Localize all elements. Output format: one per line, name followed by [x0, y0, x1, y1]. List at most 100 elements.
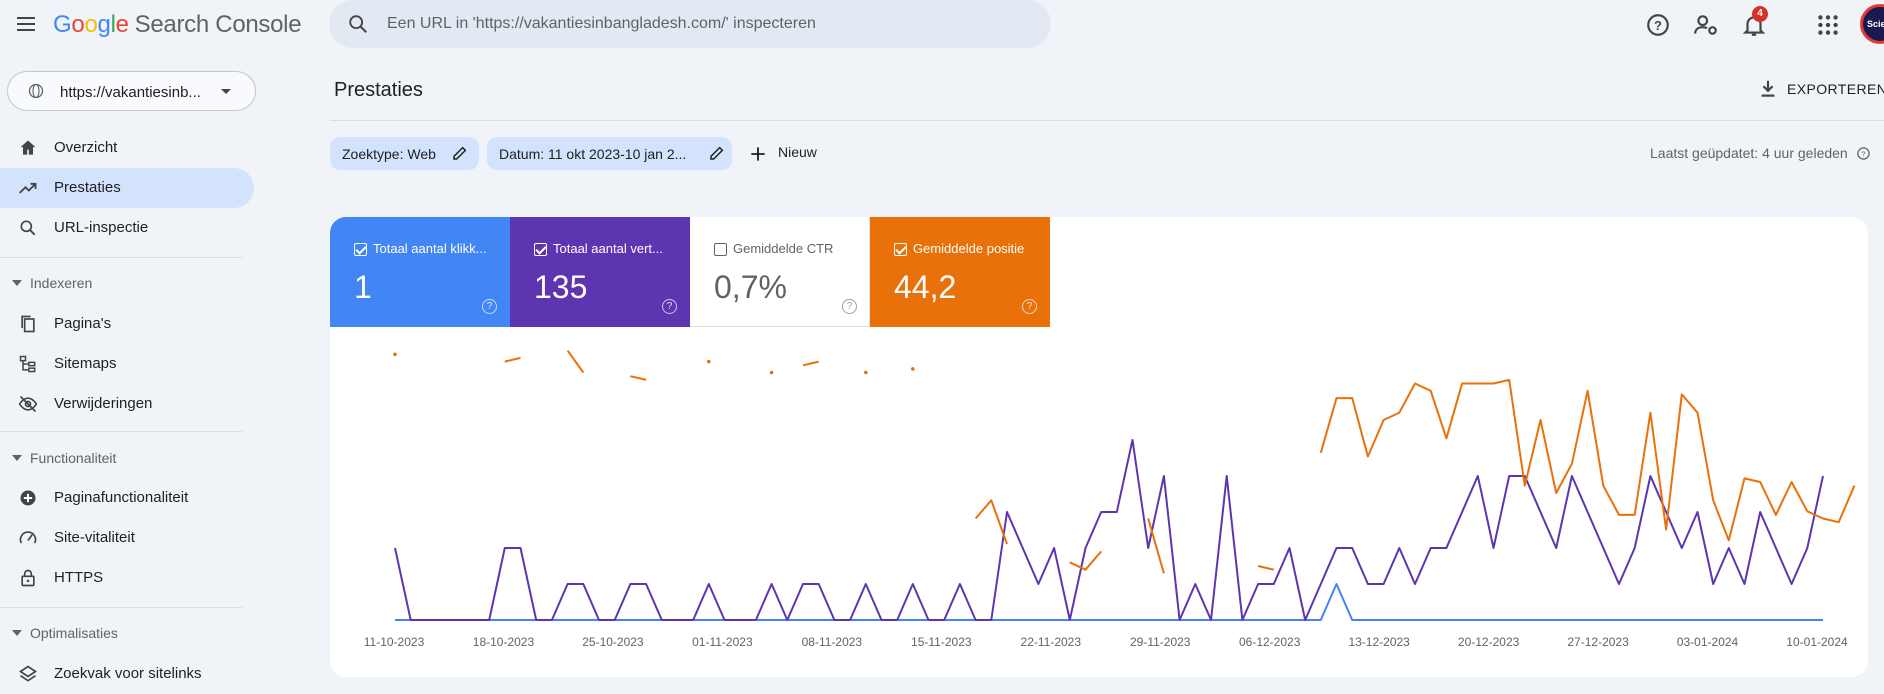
gauge-icon: [19, 531, 37, 544]
plus-icon: [751, 147, 765, 161]
app-logo[interactable]: Google Search Console: [53, 11, 302, 38]
sidebar-item-verwijderingen[interactable]: Verwijderingen: [0, 384, 254, 424]
download-icon: [1761, 80, 1775, 97]
metric-position[interactable]: Gemiddelde positie 44,2 ?: [870, 217, 1050, 327]
x-tick-label: 27-12-2023: [1567, 635, 1629, 649]
property-url: https://vakantiesinb...: [60, 84, 201, 101]
help-icon[interactable]: ?: [662, 299, 677, 314]
sidebar-item-https[interactable]: HTTPS: [0, 558, 254, 598]
edit-pencil-icon[interactable]: [452, 145, 468, 161]
x-tick-label: 01-11-2023: [692, 635, 753, 649]
search-input[interactable]: Een URL in 'https://vakantiesinbanglades…: [387, 15, 816, 32]
eye-off-icon: [18, 395, 38, 413]
data-point: [911, 367, 915, 371]
last-updated: Laatst geüpdatet: 4 uur geleden ?: [1650, 145, 1871, 161]
notification-badge: 4: [1752, 6, 1768, 22]
main-menu-icon[interactable]: [14, 13, 38, 37]
chevron-down-icon: [221, 89, 231, 94]
series-line: [974, 499, 1008, 545]
checkbox-unchecked-icon[interactable]: [714, 243, 727, 256]
trending-up-icon: [19, 182, 37, 194]
collapse-icon: [12, 280, 22, 286]
x-tick-label: 15-11-2023: [911, 635, 972, 649]
avatar[interactable]: Scie: [1860, 4, 1884, 44]
filter-chip-zoektype[interactable]: Zoektype: Web: [330, 137, 479, 170]
property-selector[interactable]: https://vakantiesinb...: [7, 71, 256, 111]
section-optimalisaties[interactable]: Optimalisaties: [0, 620, 244, 648]
svg-text:?: ?: [1654, 18, 1662, 33]
product-name: Search Console: [134, 11, 302, 38]
plus-circle-icon: [20, 490, 36, 506]
series-line: [1069, 550, 1102, 571]
layers-icon: [18, 665, 38, 682]
metric-clicks[interactable]: Totaal aantal klikk... 1 ?: [330, 217, 510, 327]
data-point: [393, 352, 397, 357]
sidebar-item-site-vitaliteit[interactable]: Site-vitaliteit: [0, 518, 254, 558]
metric-value: 44,2: [894, 269, 957, 305]
sidebar-divider: [0, 607, 242, 608]
sidebar-item-prestaties[interactable]: Prestaties: [0, 168, 254, 208]
page-title: Prestaties: [334, 79, 423, 101]
series-line: [504, 356, 521, 363]
data-point: [864, 370, 868, 375]
svg-text:?: ?: [1861, 149, 1865, 158]
x-tick-label: 29-11-2023: [1130, 635, 1191, 649]
help-icon[interactable]: ?: [1645, 12, 1671, 38]
filter-chip-datum[interactable]: Datum: 11 okt 2023-10 jan 2...: [487, 137, 732, 170]
help-icon[interactable]: ?: [1856, 146, 1871, 161]
series-line: [395, 583, 1823, 621]
series-line: [394, 439, 1824, 621]
metric-ctr[interactable]: Gemiddelde CTR 0,7% ?: [690, 217, 870, 327]
help-icon[interactable]: ?: [842, 299, 857, 314]
series-line: [1257, 565, 1275, 571]
apps-grid-icon[interactable]: [1815, 12, 1841, 38]
x-tick-label: 06-12-2023: [1239, 635, 1301, 649]
performance-card: Totaal aantal klikk... 1 ? Totaal aantal…: [330, 217, 1868, 677]
x-tick-label: 20-12-2023: [1458, 635, 1520, 649]
x-tick-label: 08-11-2023: [802, 635, 863, 649]
search-icon: [20, 220, 36, 236]
series-line: [1319, 378, 1856, 542]
sidebar-item-paginafunctionaliteit[interactable]: Paginafunctionaliteit: [0, 478, 254, 518]
metric-value: 1: [354, 269, 372, 305]
sidebar-item-sitemaps[interactable]: Sitemaps: [0, 344, 254, 384]
sidebar-divider: [0, 431, 242, 432]
manage-user-icon[interactable]: [1693, 12, 1719, 38]
data-point: [769, 370, 774, 375]
checkbox-checked-icon[interactable]: [894, 243, 907, 256]
help-icon[interactable]: ?: [482, 299, 497, 314]
data-point: [707, 359, 711, 364]
metric-value: 0,7%: [714, 269, 787, 305]
sitemap-icon: [19, 355, 36, 373]
x-tick-label: 11-10-2023: [364, 635, 425, 649]
performance-chart[interactable]: 11-10-2023 18-10-2023 25-10-2023 01-11-2023…: [330, 327, 1868, 677]
url-inspect-search[interactable]: Een URL in 'https://vakantiesinbanglades…: [329, 0, 1051, 48]
sidebar-item-overzicht[interactable]: Overzicht: [0, 128, 254, 168]
x-tick-label: 13-12-2023: [1348, 635, 1410, 649]
checkbox-checked-icon[interactable]: [534, 243, 547, 256]
series-line: [1147, 518, 1165, 574]
divider: [330, 120, 1884, 121]
collapse-icon: [12, 455, 22, 461]
sidebar-item-url-inspectie[interactable]: URL-inspectie: [0, 208, 254, 248]
sidebar-divider: [0, 257, 242, 258]
checkbox-checked-icon[interactable]: [354, 243, 367, 256]
metric-impressions[interactable]: Totaal aantal vert... 135 ?: [510, 217, 690, 327]
section-functionaliteit[interactable]: Functionaliteit: [0, 445, 244, 473]
x-tick-label: 25-10-2023: [582, 635, 644, 649]
collapse-icon: [12, 630, 22, 636]
sidebar-item-paginas[interactable]: Pagina's: [0, 304, 254, 344]
top-bar: Google Search Console Een URL in 'https:/…: [0, 0, 1884, 50]
metric-value: 135: [534, 269, 588, 305]
sidebar-item-zoekvak-sitelinks[interactable]: Zoekvak voor sitelinks: [0, 654, 254, 694]
help-icon[interactable]: ?: [1022, 299, 1037, 314]
home-icon: [20, 140, 36, 155]
x-tick-label: 10-01-2024: [1786, 635, 1848, 649]
lock-icon: [21, 569, 35, 587]
x-tick-label: 03-01-2024: [1677, 635, 1739, 649]
edit-pencil-icon[interactable]: [709, 145, 725, 161]
globe-icon: [28, 83, 44, 99]
section-indexeren[interactable]: Indexeren: [0, 270, 244, 298]
x-tick-label: 18-10-2023: [473, 635, 535, 649]
x-tick-label: 22-11-2023: [1021, 635, 1082, 649]
